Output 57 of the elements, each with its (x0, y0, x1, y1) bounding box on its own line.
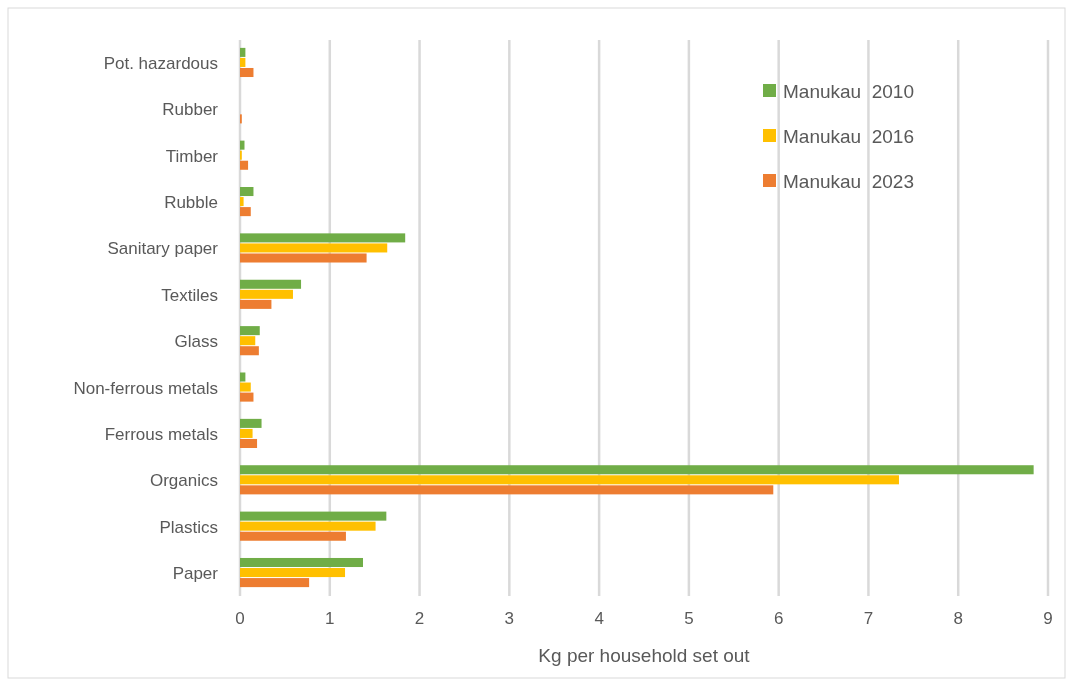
y-tick-label: Plastics (159, 517, 218, 537)
y-tick-label: Paper (172, 564, 219, 583)
x-tick-label: 7 (863, 609, 874, 628)
bar (240, 438, 258, 448)
bar (240, 511, 387, 521)
legend-label: Manukau 2016 (783, 125, 914, 147)
x-tick-label: 9 (1043, 609, 1053, 628)
y-tick-label: Textiles (161, 285, 218, 305)
bar (240, 568, 346, 578)
bar (240, 521, 376, 531)
x-tick-label: 5 (684, 609, 694, 628)
bar (240, 475, 899, 485)
bar (240, 418, 262, 428)
bar (240, 326, 260, 336)
y-tick-label: Rubble (164, 193, 218, 213)
bar (240, 578, 310, 588)
bar (240, 67, 254, 78)
bar (240, 428, 253, 438)
bar (240, 47, 246, 57)
y-tick-label: Pot. hazardous (103, 53, 218, 73)
x-axis-title: Kg per household set out (538, 645, 751, 666)
y-tick-label: Timber (165, 146, 219, 166)
x-tick-label: 1 (325, 609, 335, 628)
bar (240, 382, 251, 392)
bar (240, 372, 246, 382)
bar (240, 233, 406, 243)
bar (240, 346, 259, 356)
bar (240, 465, 1034, 475)
bar (240, 299, 272, 309)
bar (240, 243, 388, 253)
bar (240, 392, 254, 402)
bar (240, 557, 363, 568)
bar (240, 531, 346, 541)
bar (240, 207, 251, 217)
x-tick-label: 4 (594, 609, 604, 628)
bar (240, 336, 256, 346)
legend-label: Manukau 2010 (783, 80, 914, 102)
y-tick-label: Non-ferrous metals (73, 378, 218, 398)
x-tick-label: 8 (953, 609, 963, 628)
x-tick-label: 0 (235, 609, 245, 628)
y-tick-label: Organics (149, 471, 218, 491)
legend-label: Manukau 2023 (783, 170, 914, 192)
bar (240, 253, 367, 263)
bar (240, 57, 246, 67)
x-tick-label: 2 (414, 609, 425, 628)
bar (240, 160, 249, 170)
bar (240, 197, 244, 207)
x-tick-label: 3 (504, 609, 515, 628)
bar (240, 485, 774, 495)
y-tick-label: Glass (174, 332, 218, 352)
x-tick-label: 6 (773, 609, 784, 628)
y-tick-label: Ferrous metals (104, 424, 218, 444)
y-tick-label: Sanitary paper (107, 239, 219, 259)
bar (240, 289, 293, 299)
y-tick-label: Rubber (162, 100, 219, 120)
bar (240, 187, 254, 197)
bar (240, 279, 302, 289)
